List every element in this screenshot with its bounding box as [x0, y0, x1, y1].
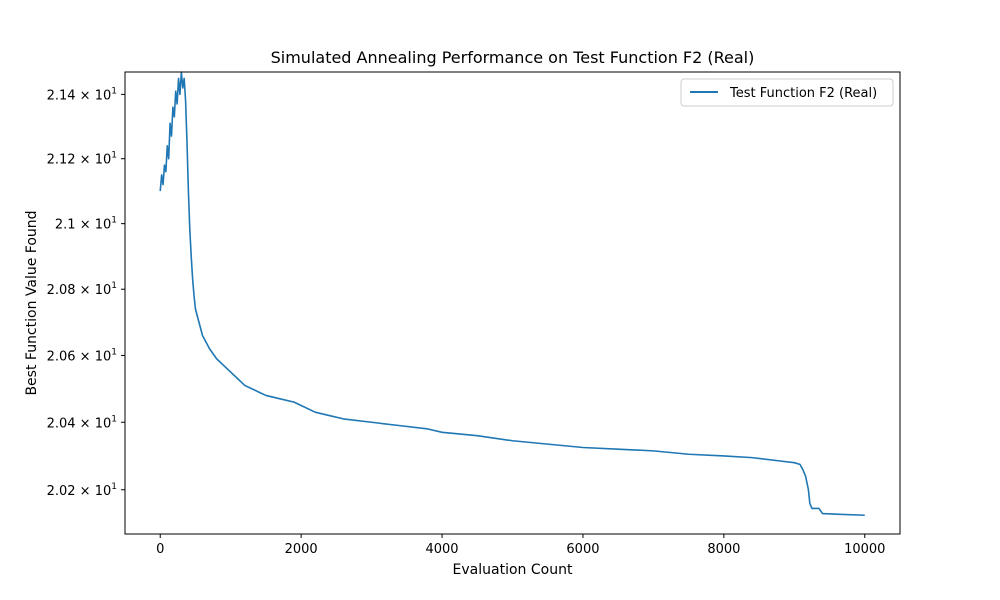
y-tick-label: 2.06 × 101	[47, 347, 117, 364]
x-tick-label: 0	[156, 542, 164, 557]
x-tick-label: 6000	[566, 542, 599, 557]
axes-frame	[124, 71, 901, 535]
y-tick-label: 2.08 × 101	[47, 281, 117, 298]
y-tick-label: 2.1 × 101	[55, 216, 117, 233]
chart-title: Simulated Annealing Performance on Test …	[271, 48, 755, 67]
plot-area	[159, 71, 865, 517]
x-tick-label: 4000	[425, 542, 458, 557]
y-tick-label: 2.04 × 101	[47, 414, 117, 431]
x-axis-label: Evaluation Count	[453, 562, 573, 578]
y-axis-label: Best Function Value Found	[24, 210, 40, 395]
legend-box	[680, 78, 894, 107]
y-axis: 2.02 × 101 2.04 × 101 2.06 × 101 2.08 × 101…	[47, 86, 125, 499]
legend-label: Test Function F2 (Real)	[729, 86, 877, 101]
legend: Test Function F2 (Real)	[680, 78, 894, 107]
x-tick-label: 8000	[707, 542, 740, 557]
x-tick-label: 10000	[844, 542, 885, 557]
y-tick-label: 2.02 × 101	[47, 482, 117, 499]
x-axis: 0 2000 4000 6000 8000 10000	[156, 534, 885, 557]
x-tick-label: 2000	[285, 542, 318, 557]
series-line-0	[159, 71, 865, 517]
y-tick-label: 2.12 × 101	[47, 151, 117, 168]
y-tick-label: 2.14 × 101	[47, 86, 117, 103]
